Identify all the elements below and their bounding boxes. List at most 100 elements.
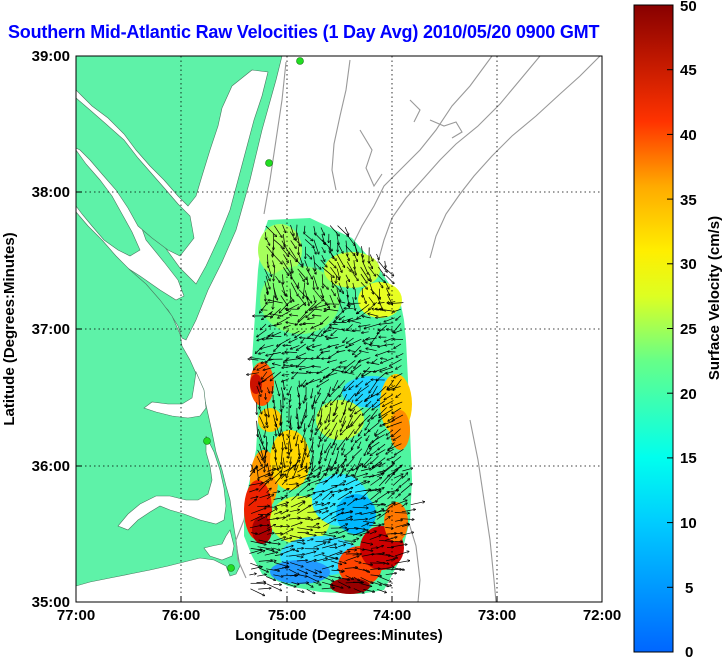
velocity-vector (289, 510, 300, 513)
velocity-vector (328, 532, 338, 535)
velocity-vector (266, 352, 281, 355)
velocity-vector (265, 225, 277, 236)
velocity-vector (305, 533, 316, 536)
velocity-vector (313, 467, 320, 472)
velocity-vector (370, 548, 378, 549)
velocity-vector (283, 267, 288, 275)
x-tick-label: 75:00 (268, 607, 306, 624)
velocity-vector (264, 475, 273, 478)
velocity-vector (271, 308, 282, 318)
velocity-vector (258, 588, 271, 589)
velocity-vector (273, 364, 281, 367)
velocity-vector (290, 240, 296, 248)
velocity-vector (257, 506, 269, 507)
velocity-vector (290, 501, 304, 508)
velocity-vector (376, 509, 383, 514)
velocity-vector (330, 275, 333, 288)
velocity-vector (312, 508, 328, 513)
velocity-vector (288, 475, 300, 480)
velocity-vector (262, 371, 268, 379)
velocity-vector (281, 538, 291, 541)
velocity-vector (267, 421, 268, 428)
velocity-vector (394, 373, 403, 377)
velocity-vector (328, 359, 337, 363)
velocity-vector (320, 575, 334, 581)
velocity-vector (347, 429, 355, 440)
velocity-vector (285, 352, 297, 353)
velocity-vector (384, 583, 392, 586)
velocity-vector (282, 435, 286, 449)
velocity-vector (347, 304, 354, 305)
velocity-vector (257, 449, 263, 460)
velocity-vector (308, 317, 315, 320)
velocity-vector (296, 386, 299, 397)
velocity-vector (376, 273, 385, 283)
velocity-vector (388, 443, 402, 450)
velocity-vector (358, 441, 362, 449)
velocity-vector (273, 512, 281, 515)
velocity-vector (305, 582, 313, 587)
velocity-vector (337, 530, 348, 534)
velocity-vector (353, 448, 363, 458)
velocity-vector (273, 414, 276, 427)
velocity-vector (321, 491, 332, 501)
velocity-vector (345, 274, 350, 282)
y-tick-label: 37:00 (32, 321, 70, 338)
velocity-vector (306, 295, 312, 303)
velocity-vector (368, 266, 376, 276)
velocity-vector (336, 568, 343, 572)
velocity-vector (376, 546, 383, 549)
velocity-vector (376, 428, 387, 436)
velocity-vector (360, 273, 367, 283)
velocity-vector (376, 553, 391, 556)
velocity-vector (370, 478, 381, 486)
velocity-vector (258, 567, 268, 572)
velocity-vector (282, 365, 298, 368)
velocity-vector (352, 530, 368, 536)
velocity-vector (379, 413, 388, 421)
velocity-vector (296, 259, 303, 267)
velocity-vector (258, 539, 271, 543)
velocity-vector (362, 332, 369, 333)
velocity-vector (320, 259, 327, 267)
velocity-vector (349, 385, 354, 390)
velocity-vector (393, 533, 402, 534)
velocity-vector (344, 227, 348, 235)
velocity-vector (392, 544, 407, 548)
velocity-vector (330, 512, 343, 520)
velocity-vector (359, 429, 363, 436)
velocity-vector (372, 401, 378, 407)
velocity-vector (336, 551, 350, 556)
velocity-vector (291, 581, 298, 584)
velocity-vector (362, 295, 366, 304)
velocity-vector (386, 448, 394, 454)
velocity-vector (265, 294, 266, 301)
velocity-vector (266, 387, 269, 393)
velocity-vector (266, 245, 274, 255)
velocity-vector (297, 527, 312, 530)
velocity-vector (355, 288, 356, 299)
velocity-vector (394, 513, 409, 514)
velocity-vector (359, 414, 371, 426)
velocity-vector (365, 422, 371, 430)
velocity-vector (403, 473, 407, 478)
velocity-vector (338, 577, 349, 580)
velocity-vector (248, 483, 263, 486)
velocity-vector (280, 529, 293, 536)
velocity-vector (289, 295, 294, 301)
velocity-vector (347, 324, 353, 330)
colorbar-tick-label: 35 (680, 192, 697, 209)
velocity-vector (259, 352, 266, 354)
velocity-vector (362, 316, 371, 319)
velocity-vector (306, 402, 307, 417)
velocity-vector (368, 473, 382, 478)
velocity-vector (311, 388, 314, 398)
velocity-vector (381, 357, 394, 363)
velocity-vector (320, 294, 330, 308)
velocity-vector (327, 337, 338, 339)
velocity-vector (254, 364, 259, 370)
velocity-vector (313, 295, 316, 302)
velocity-vector (360, 583, 372, 587)
velocity-vector (345, 496, 354, 499)
velocity-vector (384, 267, 394, 276)
